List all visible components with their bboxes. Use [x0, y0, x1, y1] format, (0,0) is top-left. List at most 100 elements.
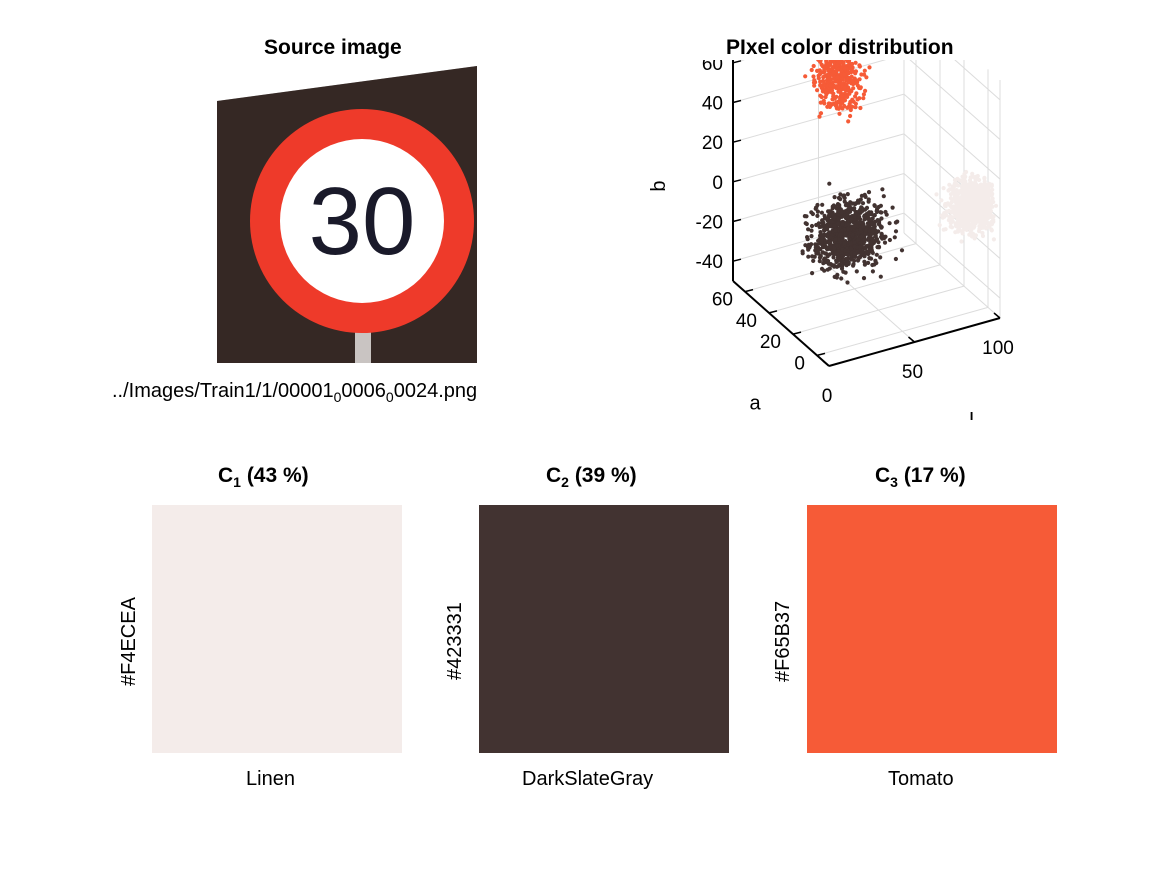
scatter-point-series-3	[827, 62, 833, 67]
scatter-point-series-1	[952, 193, 957, 198]
scatter-point-series-1	[968, 175, 973, 180]
scatter-point-series-2	[845, 192, 850, 197]
sign-number: 30	[309, 168, 416, 275]
scatter-point-series-2	[856, 230, 861, 235]
cluster-1-title: C1 (43 %)	[218, 464, 309, 490]
scatter-point-series-2	[870, 269, 875, 274]
scatter-point-series-1	[955, 229, 960, 234]
scatter-point-series-2	[832, 274, 837, 279]
scatter-point-series-1	[971, 224, 976, 229]
cluster-2-swatch	[479, 505, 729, 753]
grid-line	[903, 93, 1001, 180]
scatter-point-series-3	[831, 70, 836, 76]
scatter-point-series-2	[893, 229, 899, 234]
scatter-point-series-2	[862, 192, 867, 197]
scatter-point-series-1	[987, 181, 992, 186]
scatter-point-series-2	[867, 256, 872, 261]
scatter-point-series-3	[858, 86, 863, 91]
scatter-point-series-3	[848, 99, 853, 104]
scatter-point-series-3	[842, 66, 847, 71]
scatter-point-series-3	[845, 105, 850, 110]
scatter-point-series-3	[811, 80, 817, 85]
scatter-point-series-2	[842, 241, 847, 246]
z-axis-label: b	[648, 180, 670, 191]
scatter-point-series-2	[853, 201, 858, 206]
scatter-point-series-2	[866, 251, 871, 256]
cluster-3-title: C3 (17 %)	[875, 464, 966, 490]
scatter-point-series-2	[832, 223, 837, 228]
scatter-point-series-1	[966, 196, 972, 201]
scatter-point-series-3	[845, 94, 850, 99]
scatter-point-series-2	[866, 190, 872, 195]
scatter-point-series-1	[974, 202, 979, 207]
scatter-point-series-2	[806, 254, 811, 259]
scatter-point-series-3	[854, 91, 859, 96]
scatter-point-series-3	[828, 83, 833, 88]
scatter-point-series-2	[852, 240, 857, 245]
scatter-point-series-2	[844, 252, 849, 257]
scatter-point-series-2	[845, 280, 850, 285]
scatter-point-series-2	[814, 251, 819, 256]
scatter-point-series-1	[942, 211, 947, 216]
scatter-point-series-2	[821, 234, 826, 239]
scatter-point-series-2	[858, 227, 863, 232]
scatter-point-series-2	[828, 235, 833, 240]
scatter-point-series-1	[937, 223, 942, 228]
scatter-point-series-1	[955, 176, 960, 181]
scatter-point-series-2	[855, 249, 860, 254]
scatter-point-series-3	[818, 71, 823, 77]
scatter-point-series-2	[818, 230, 823, 235]
scatter-point-series-2	[822, 241, 827, 246]
scatter-point-series-3	[818, 83, 823, 88]
scatter-point-series-2	[865, 216, 870, 221]
scatter-point-series-2	[895, 219, 900, 224]
scatter-point-series-2	[880, 187, 885, 192]
cluster-2-hex: #423331	[444, 602, 466, 680]
z-tick-label: 60	[702, 60, 723, 75]
scatter-point-series-3	[818, 60, 823, 64]
scatter-point-series-2	[862, 262, 867, 267]
scatter-point-series-1	[969, 204, 974, 209]
scatter-point-series-2	[856, 237, 861, 242]
scatter-point-series-1	[987, 202, 992, 207]
scatter-point-series-2	[835, 221, 840, 226]
scatter-point-series-1	[959, 195, 965, 200]
scatter-point-series-2	[827, 181, 832, 186]
scatter-point-series-3	[818, 79, 823, 84]
scatter-point-series-1	[956, 224, 961, 229]
scatter-point-series-3	[815, 88, 820, 93]
scatter-point-series-1	[989, 214, 994, 220]
scatter-point-series-2	[843, 203, 848, 208]
scatter-point-series-1	[982, 204, 987, 209]
scatter-point-series-2	[810, 211, 815, 217]
scatter-point-series-1	[950, 215, 955, 220]
scatter-point-series-2	[854, 269, 859, 274]
scatter-point-series-2	[878, 274, 883, 279]
scatter-point-series-1	[979, 204, 984, 209]
y-axis-line	[732, 280, 830, 367]
scatter-point-series-2	[826, 209, 831, 214]
scatter-point-series-2	[820, 202, 825, 207]
y-tick	[768, 310, 778, 314]
scatter-point-series-3	[844, 77, 849, 82]
scatter-point-series-2	[835, 258, 840, 263]
z-tick	[732, 218, 742, 223]
scatter-point-series-1	[943, 204, 948, 209]
scatter-point-series-2	[836, 237, 841, 242]
scatter-point-series-2	[841, 193, 846, 198]
grid-line	[909, 60, 1001, 140]
scatter-point-series-3	[835, 99, 840, 104]
scatter-point-series-2	[848, 241, 853, 246]
scatter-point-series-2	[817, 259, 822, 264]
scatter-point-series-1	[991, 237, 996, 242]
x-tick-label: 100	[982, 338, 1014, 359]
scatter-title: PIxel color distribution	[726, 36, 954, 59]
scatter-point-series-2	[860, 249, 865, 254]
scatter-point-series-2	[838, 232, 843, 237]
scatter-point-series-3	[821, 98, 826, 103]
scatter-point-series-3	[828, 60, 832, 61]
scatter-point-series-1	[948, 196, 953, 201]
scatter-point-series-2	[862, 253, 867, 258]
scatter-point-series-1	[953, 199, 958, 204]
scatter-point-series-2	[833, 237, 838, 242]
